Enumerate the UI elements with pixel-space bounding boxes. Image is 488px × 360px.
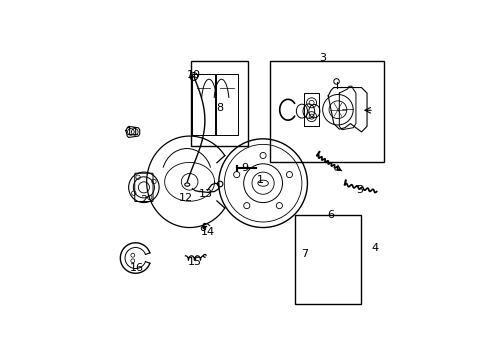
Text: 3: 3	[319, 53, 325, 63]
Bar	[269, 61, 383, 162]
Text: 8: 8	[216, 103, 223, 113]
Text: 2: 2	[140, 195, 147, 205]
Text: 4: 4	[371, 243, 378, 253]
Text: 6: 6	[327, 210, 334, 220]
Text: 10: 10	[186, 70, 201, 80]
Text: 11: 11	[125, 127, 140, 137]
Text: 5: 5	[356, 185, 363, 195]
Text: 7: 7	[301, 249, 307, 259]
Text: 13: 13	[199, 189, 213, 199]
Text: 1: 1	[256, 175, 263, 185]
Text: 12: 12	[178, 193, 192, 203]
Text: 16: 16	[130, 263, 143, 273]
Bar	[191, 61, 247, 146]
Text: 9: 9	[241, 163, 248, 173]
Text: 15: 15	[188, 257, 202, 267]
Text: 14: 14	[200, 227, 214, 237]
Bar	[294, 215, 361, 304]
